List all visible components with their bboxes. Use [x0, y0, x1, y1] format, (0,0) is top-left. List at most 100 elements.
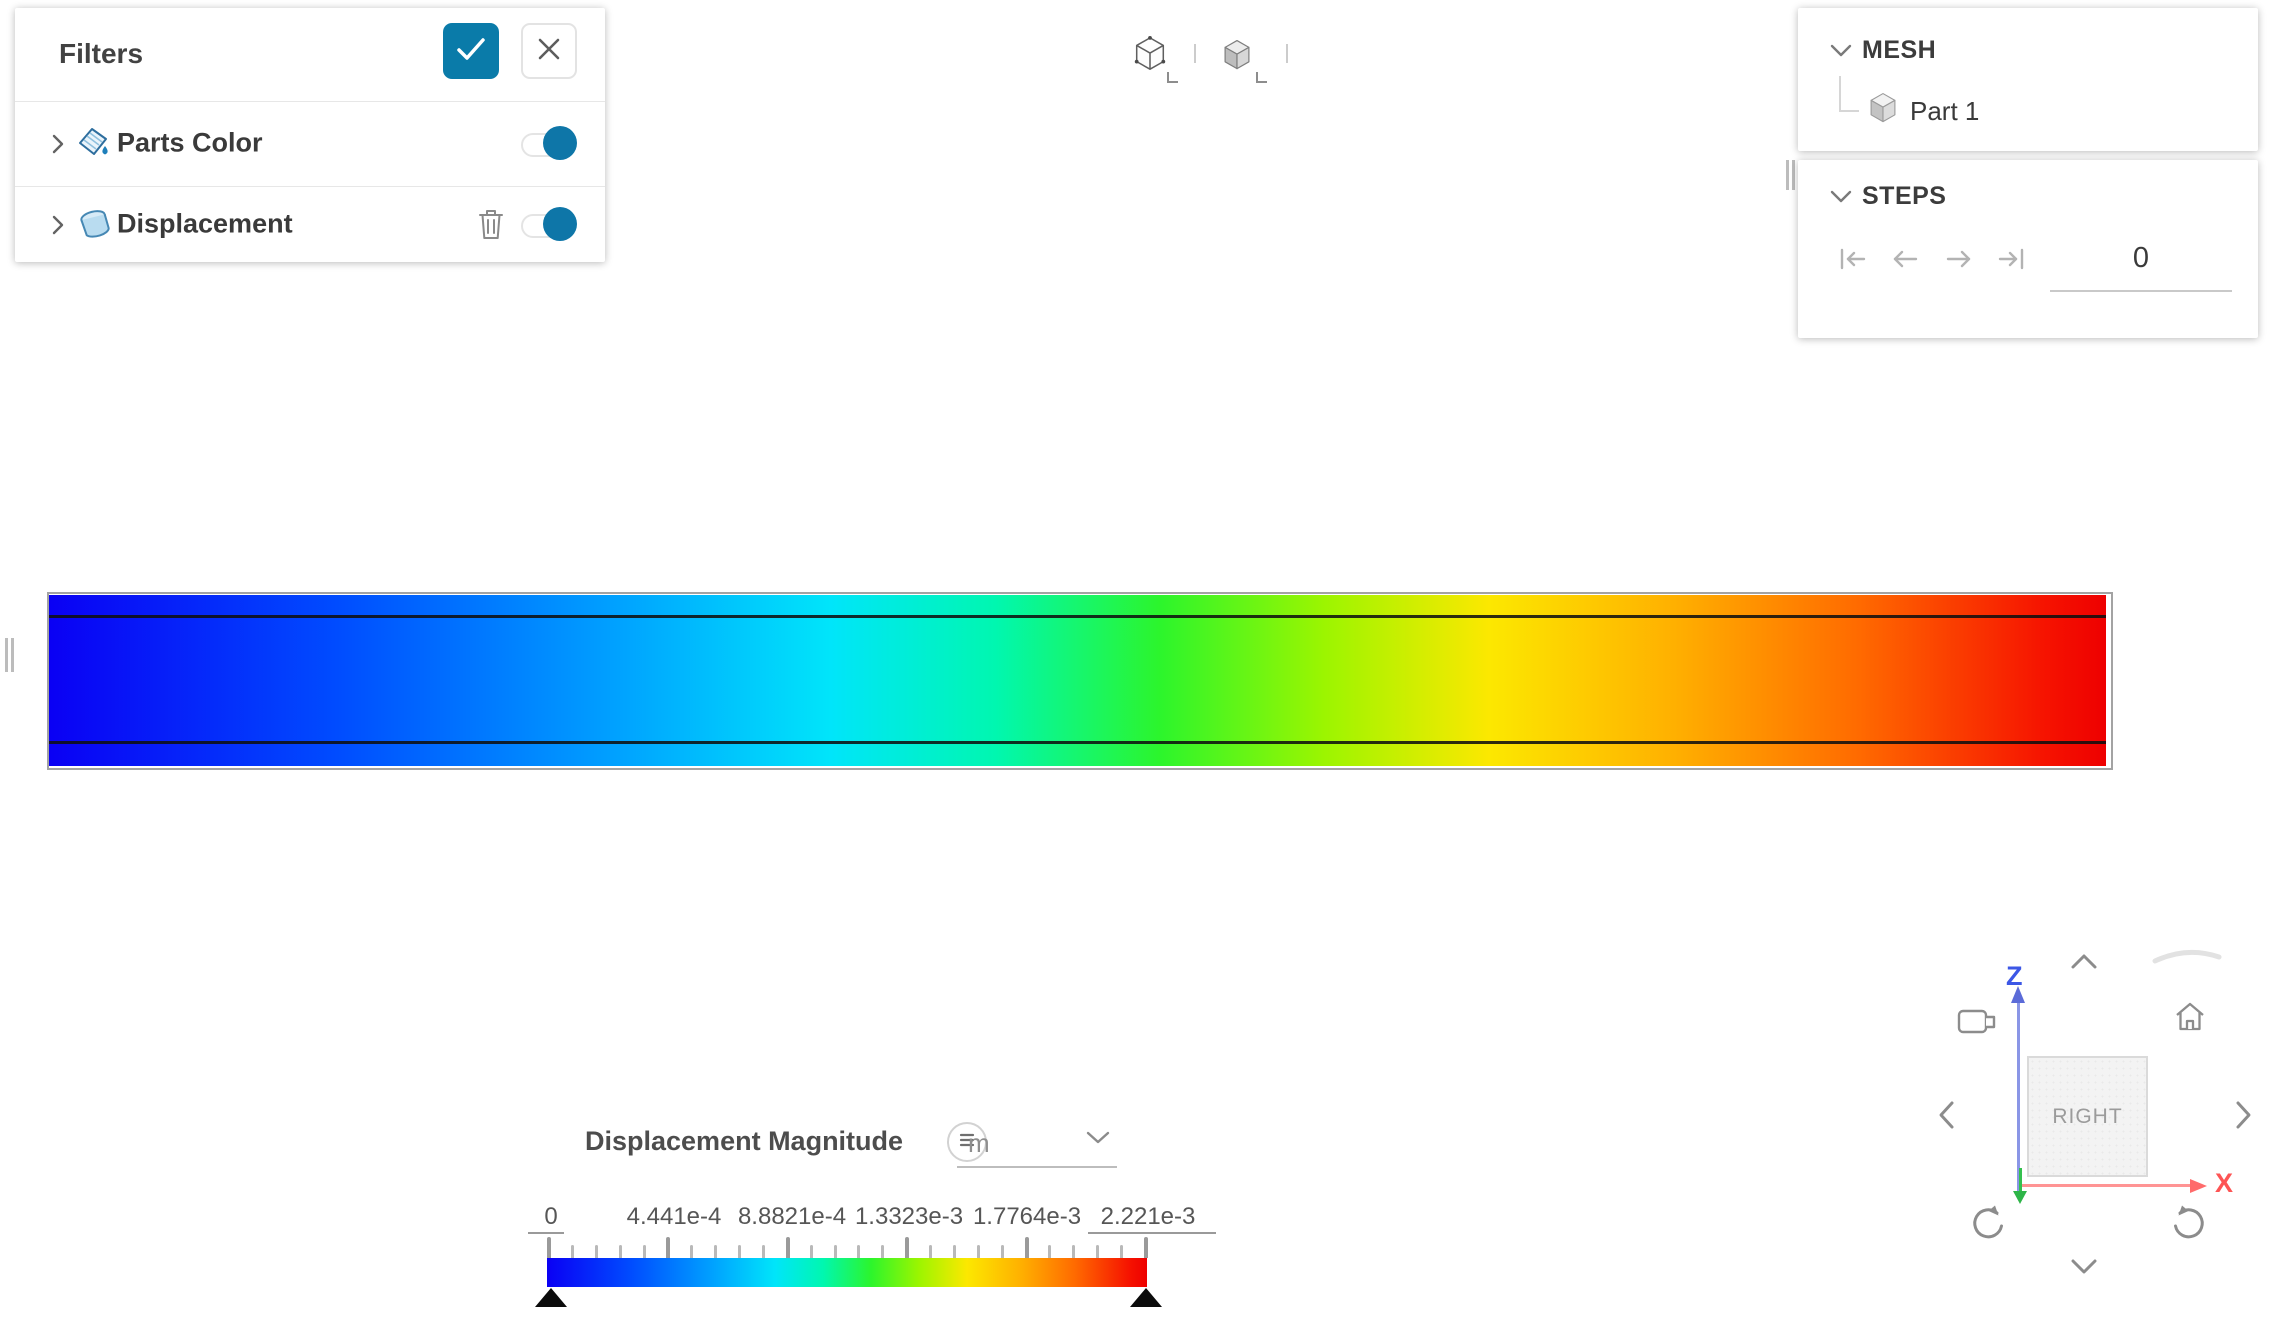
legend-tick-label[interactable]: 2.221e-3: [1100, 1203, 1196, 1230]
colorbar-tick: [738, 1245, 742, 1258]
toolbar-separator: [1194, 44, 1196, 63]
colorbar-tick: [1096, 1245, 1100, 1258]
tree-connector: [1839, 76, 1859, 112]
colorbar-tick: [857, 1245, 861, 1258]
panel-drag-handle[interactable]: [1786, 160, 1798, 190]
colorbar-tick: [785, 1237, 790, 1258]
filters-panel: Filters P: [15, 8, 605, 262]
orbit-arc: [2152, 948, 2222, 971]
hamburger-icon: [959, 1133, 975, 1152]
first-step-icon[interactable]: [1838, 246, 1868, 277]
colorbar-tick: [547, 1237, 551, 1258]
tree-item-part1[interactable]: Part 1: [1910, 96, 1980, 126]
y-axis: [2019, 1168, 2022, 1193]
colorbar-tick: [1144, 1237, 1148, 1258]
beam-top-flange-edge: [49, 615, 2106, 618]
undeformed-outline: [47, 592, 2113, 770]
chevron-down-icon[interactable]: [1830, 190, 1852, 209]
colorbar-tick: [642, 1245, 646, 1258]
filter-row-displacement[interactable]: Displacement: [15, 187, 605, 262]
toggle-knob: [543, 125, 577, 160]
colorbar-tick: [905, 1237, 910, 1258]
chevron-right-icon[interactable]: [52, 134, 65, 159]
filters-header: Filters: [15, 8, 605, 102]
range-min-marker[interactable]: [535, 1288, 567, 1307]
shaded-cube-icon: [1220, 39, 1254, 77]
displacement-toggle[interactable]: [521, 206, 577, 241]
rotate-ccw-icon[interactable]: [1965, 1202, 2007, 1249]
mesh-panel-title: MESH: [1862, 36, 1937, 64]
colorbar-tick: [976, 1245, 980, 1258]
colorbar-tick: [1120, 1245, 1124, 1258]
trash-icon[interactable]: [477, 208, 505, 246]
check-icon: [456, 37, 486, 66]
view-cube-face-right[interactable]: RIGHT: [2027, 1056, 2148, 1177]
cube-icon: [1866, 90, 1900, 131]
legend-tick-label: 8.8821e-4: [737, 1203, 847, 1230]
z-axis-label: Z: [2006, 961, 2023, 991]
home-icon[interactable]: [2174, 1001, 2206, 1038]
colorbar-tick: [570, 1245, 574, 1258]
range-min-underline: [528, 1232, 564, 1234]
colorbar-tick: [666, 1237, 671, 1258]
chevron-right-icon[interactable]: [52, 215, 65, 240]
last-step-icon[interactable]: [1996, 246, 2026, 277]
colorbar-tick: [881, 1245, 885, 1258]
close-filters-button[interactable]: [521, 23, 577, 79]
pan-left-icon[interactable]: [1938, 1100, 1955, 1135]
rotate-cw-icon[interactable]: [2170, 1202, 2212, 1249]
steps-panel: STEPS 0: [1798, 160, 2258, 338]
colorbar-tick: [1072, 1245, 1076, 1258]
legend-menu-button[interactable]: [947, 1122, 987, 1162]
next-step-icon[interactable]: [1944, 246, 1974, 277]
y-axis-arrowhead: [2013, 1191, 2027, 1204]
beam-displacement-result[interactable]: [49, 595, 2106, 766]
filter-row-label: Displacement: [117, 207, 293, 238]
shaded-view-button[interactable]: [1220, 37, 1254, 78]
colorbar-tick: [618, 1245, 622, 1258]
dropdown-corner-icon[interactable]: [1167, 72, 1178, 83]
view-cube-face-label: RIGHT: [2052, 1104, 2123, 1128]
pan-down-icon[interactable]: [2070, 1258, 2098, 1280]
legend-title: Displacement Magnitude: [585, 1126, 904, 1156]
chevron-down-icon[interactable]: [1086, 1131, 1110, 1150]
wireframe-view-button[interactable]: [1131, 34, 1169, 79]
pan-right-icon[interactable]: [2235, 1100, 2252, 1135]
legend-tick-label: 1.3323e-3: [854, 1203, 964, 1230]
close-icon: [537, 37, 561, 66]
toolbar-separator: [1286, 44, 1288, 63]
viewport-drag-handle[interactable]: [5, 638, 17, 672]
step-input-underline: [2050, 290, 2232, 292]
range-max-marker[interactable]: [1130, 1288, 1162, 1307]
z-axis: [2017, 1001, 2020, 1192]
wireframe-cube-icon: [1131, 35, 1169, 78]
chevron-down-icon[interactable]: [1830, 44, 1852, 63]
displacement-field-icon: [75, 206, 115, 249]
z-axis-arrowhead: [2011, 986, 2025, 1003]
mesh-panel: MESH Part 1: [1798, 8, 2258, 151]
apply-filters-button[interactable]: [443, 23, 499, 79]
colorbar-tick: [761, 1245, 765, 1258]
colorbar-tick: [833, 1245, 837, 1258]
colorbar-tick: [809, 1245, 813, 1258]
dropdown-corner-icon[interactable]: [1256, 72, 1267, 83]
x-axis-arrowhead: [2190, 1179, 2207, 1193]
pan-up-icon[interactable]: [2070, 953, 2098, 975]
legend-tick-label: 1.7764e-3: [972, 1203, 1082, 1230]
parts-color-toggle[interactable]: [521, 125, 577, 160]
filters-title: Filters: [59, 38, 144, 69]
filter-row-label: Parts Color: [117, 126, 263, 157]
filter-row-parts-color[interactable]: Parts Color: [15, 101, 605, 187]
colorbar-tick: [1000, 1245, 1004, 1258]
step-value-input[interactable]: 0: [2132, 242, 2150, 274]
previous-step-icon[interactable]: [1890, 246, 1920, 277]
colorbar-tick: [690, 1245, 694, 1258]
legend-tick-label[interactable]: 0: [544, 1203, 558, 1230]
legend-tick-label: 4.441e-4: [626, 1203, 722, 1230]
camera-icon[interactable]: [1956, 1007, 2000, 1042]
colorbar-tick: [1024, 1237, 1029, 1258]
unit-select[interactable]: m: [968, 1128, 990, 1158]
colorbar-tick: [1048, 1245, 1052, 1258]
range-max-underline: [1088, 1232, 1216, 1234]
colorbar-tick: [952, 1245, 956, 1258]
